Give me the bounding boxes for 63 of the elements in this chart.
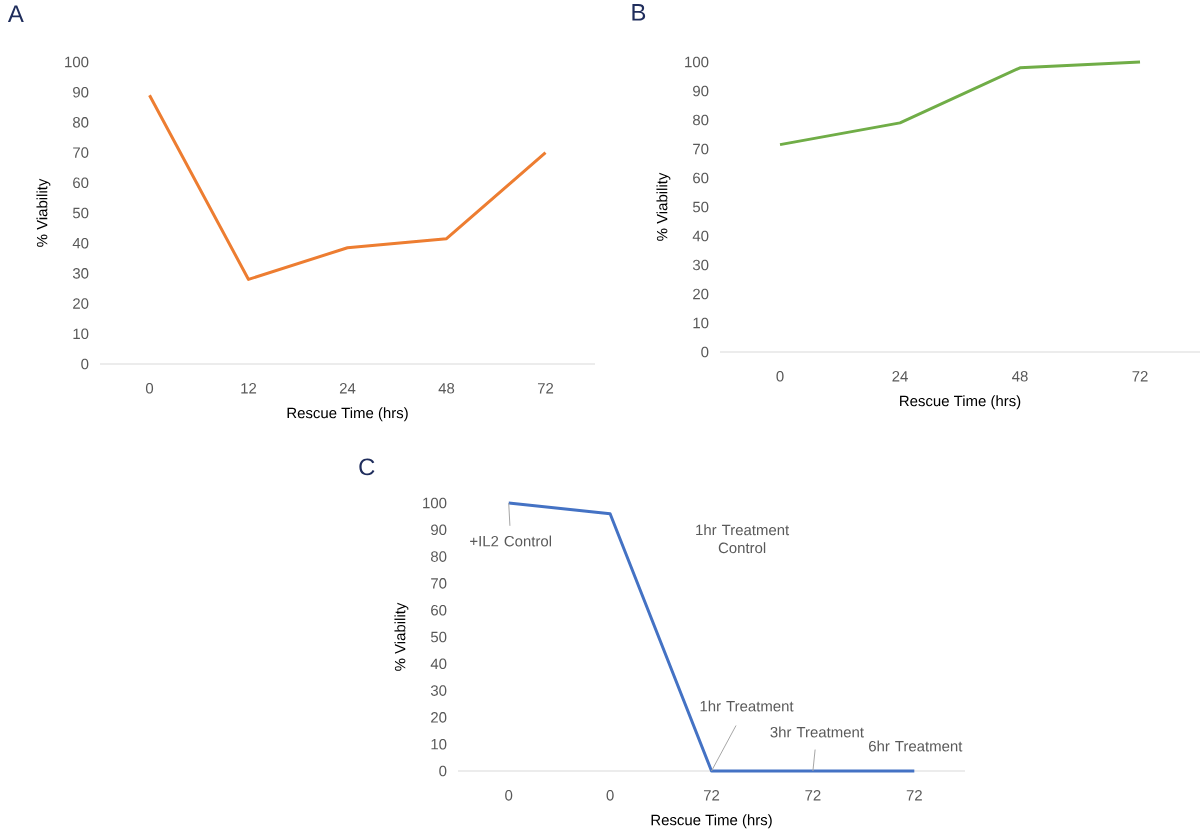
y-tick-label: 70	[693, 143, 709, 155]
y-tick-label: 40	[72, 237, 89, 249]
x-tick-label: 24	[892, 371, 908, 382]
x-axis-title: Rescue Time (hrs)	[900, 395, 1021, 410]
y-tick-label: 20	[431, 712, 447, 723]
y-tick-label: 70	[431, 578, 447, 589]
y-tick-label: 50	[692, 201, 709, 213]
y-tick-label: 80	[693, 114, 709, 126]
x-tick-label: 72	[805, 790, 821, 801]
x-tick-label: 12	[241, 383, 257, 394]
x-tick-label: 48	[1012, 371, 1028, 382]
y-tick-label: 90	[431, 524, 447, 536]
y-axis-title: % Viability	[656, 172, 671, 241]
y-tick-label: 80	[73, 117, 89, 128]
annotation: 3hr Treatment	[770, 726, 864, 738]
x-axis-title: Rescue Time (hrs)	[287, 407, 408, 422]
y-tick-label: 100	[423, 497, 447, 509]
annotation: 6hr Treatment	[869, 740, 963, 752]
x-tick-label: 0	[145, 383, 154, 394]
y-tick-label: 60	[431, 604, 447, 616]
y-tick-label: 0	[81, 358, 89, 370]
y-tick-label: 20	[693, 288, 709, 300]
y-tick-label: 70	[73, 147, 89, 158]
y-tick-label: 100	[65, 56, 89, 68]
y-tick-label: 60	[73, 177, 89, 189]
y-tick-label: 10	[693, 317, 709, 329]
y-tick-label: 60	[693, 172, 709, 184]
y-tick-label: 50	[72, 207, 89, 219]
y-tick-label: 10	[73, 328, 89, 340]
x-tick-label: 0	[776, 371, 784, 382]
chart-title: C	[359, 458, 375, 476]
chart-title: A	[7, 5, 24, 23]
x-tick-label: 0	[505, 790, 513, 801]
annotation: 1hr Treatment	[700, 700, 794, 712]
y-tick-label: 90	[693, 85, 709, 97]
annotation: 1hr Treatment Control	[696, 524, 790, 554]
x-tick-label: 72	[906, 790, 922, 801]
y-axis-title: % Viability	[36, 178, 51, 247]
line-series	[778, 60, 1142, 147]
annotation: +IL2 Control	[470, 535, 552, 547]
x-tick-label: 72	[1132, 371, 1148, 382]
y-tick-label: 50	[430, 631, 447, 643]
y-tick-label: 80	[431, 551, 447, 562]
y-tick-label: 30	[430, 685, 447, 696]
y-tick-label: 20	[73, 298, 89, 309]
y-tick-label: 30	[72, 268, 89, 279]
y-tick-label: 40	[430, 658, 447, 670]
x-tick-label: 0	[606, 790, 614, 801]
y-tick-label: 100	[685, 56, 709, 68]
x-tick-label: 24	[339, 383, 356, 394]
y-axis-title: % Viability	[394, 602, 409, 671]
y-tick-label: 90	[73, 86, 89, 98]
x-tick-label: 48	[438, 383, 455, 394]
y-tick-label: 10	[431, 738, 447, 750]
line-series	[148, 93, 547, 281]
x-tick-label: 72	[703, 790, 720, 801]
x-tick-label: 72	[537, 383, 554, 394]
x-axis-title: Rescue Time (hrs)	[651, 814, 772, 829]
y-tick-label: 0	[439, 765, 447, 777]
y-tick-label: 40	[692, 230, 709, 242]
y-tick-label: 30	[692, 259, 709, 271]
chart-title: B	[632, 4, 646, 21]
y-tick-label: 0	[701, 346, 709, 358]
